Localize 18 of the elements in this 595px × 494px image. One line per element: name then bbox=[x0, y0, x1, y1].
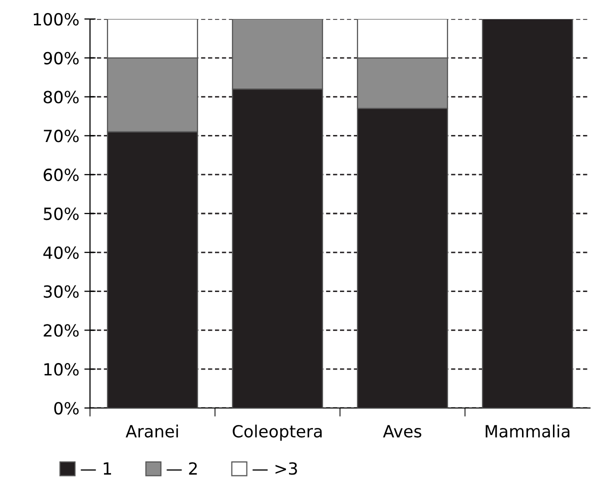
y-tick-label: 0% bbox=[54, 402, 79, 415]
y-tick-label: 90% bbox=[44, 52, 79, 64]
y-tick-label: 30% bbox=[44, 285, 79, 298]
legend-label: — >3 bbox=[252, 462, 297, 475]
x-tick-label: Aves bbox=[383, 425, 422, 438]
y-tick-label: 100% bbox=[34, 12, 79, 26]
y-tick-label: 10% bbox=[44, 363, 79, 376]
y-tick-label: 80% bbox=[44, 90, 79, 104]
y-tick-label: 70% bbox=[44, 130, 79, 142]
x-tick-label: Mammalia bbox=[486, 424, 570, 438]
y-tick-label: 60% bbox=[44, 168, 79, 182]
y-tick-label: 20% bbox=[44, 324, 79, 337]
legend-label: — 1 bbox=[80, 462, 112, 475]
x-tick-label: Aranei bbox=[126, 424, 178, 438]
y-tick-label: 50% bbox=[44, 207, 79, 220]
x-tick-label: Coleoptera bbox=[232, 424, 322, 441]
legend-label: — 2 bbox=[166, 462, 197, 475]
y-tick-label: 40% bbox=[43, 246, 79, 259]
